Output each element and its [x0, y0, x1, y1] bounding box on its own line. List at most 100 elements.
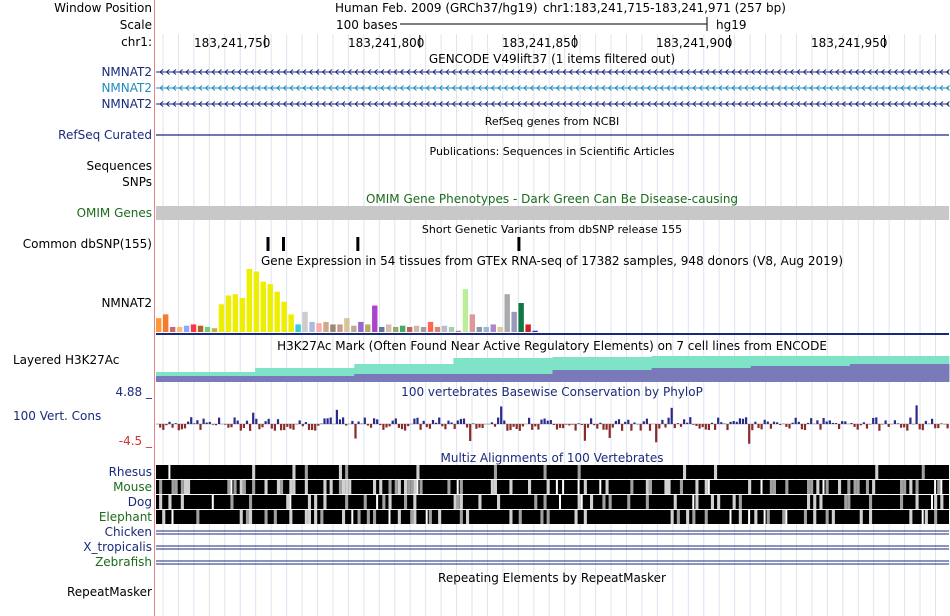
alignment-mismatch — [252, 480, 256, 494]
conservation-bar — [900, 424, 903, 428]
alignment-mismatch — [670, 510, 674, 524]
alignment-gap — [555, 480, 558, 494]
alignment-mismatch — [289, 510, 293, 524]
alignment-gap — [934, 480, 937, 494]
conservation-bar — [438, 417, 441, 424]
alignment-gap — [931, 495, 933, 509]
conservation-bar — [261, 424, 264, 428]
gtex-bar — [455, 330, 462, 332]
omim-track-label[interactable]: OMIM Genes — [76, 206, 152, 220]
conservation-bar — [534, 424, 537, 427]
alignment-mismatch — [825, 480, 829, 494]
gtex-bar — [176, 326, 183, 332]
alignment-mismatch — [447, 480, 451, 494]
gencode-gene-label[interactable]: NMNAT2 — [101, 65, 152, 79]
scale-db-label: hg19 — [716, 18, 747, 32]
gtex-bar — [497, 326, 503, 332]
conservation-bar — [645, 418, 648, 424]
alignment-mismatch — [602, 495, 606, 509]
conservation-bar — [695, 424, 698, 426]
alignment-mismatch — [264, 480, 268, 494]
conservation-bar — [931, 418, 934, 424]
dbsnp-track-label[interactable]: Common dbSNP(155) — [22, 237, 152, 251]
conservation-bar — [642, 421, 645, 424]
alignment-mismatch — [304, 480, 308, 494]
snp-mark — [517, 237, 521, 251]
h3k27ac-signal — [651, 368, 752, 382]
conservation-bar — [788, 424, 791, 429]
repeatmasker-track-label[interactable]: RepeatMasker — [66, 585, 152, 599]
conservation-bar — [630, 424, 633, 431]
conservation-bar — [214, 424, 218, 426]
species-label-x-tropicalis[interactable]: X_tropicalis — [83, 540, 152, 554]
conservation-bar — [776, 422, 779, 424]
omim-feature — [156, 206, 949, 220]
conservation-bar — [940, 423, 943, 424]
conservation-bar — [459, 418, 462, 424]
gtex-bar — [427, 321, 434, 332]
gtex-bar — [337, 324, 343, 332]
h3k27ac-signal — [255, 376, 355, 382]
conservation-bar — [515, 424, 518, 429]
gtex-bar — [295, 324, 301, 332]
h3k27ac-track-label[interactable]: Layered H3K27Ac — [13, 353, 120, 367]
alignment-mismatch — [239, 480, 243, 494]
conservation-bar — [803, 424, 807, 431]
alignment-mismatch — [227, 480, 231, 494]
alignment-mismatch — [528, 480, 532, 494]
conservation-bar — [807, 422, 810, 424]
species-label-dog[interactable]: Dog — [127, 495, 152, 509]
conservation-bar — [633, 422, 636, 424]
gtex-gene-label[interactable]: NMNAT2 — [101, 296, 152, 310]
gtex-bar — [156, 318, 162, 332]
alignment-mismatch — [717, 495, 721, 509]
position-title: chr1:183,241,715-183,241,971 (257 bp) — [543, 1, 786, 15]
species-label-elephant[interactable]: Elephant — [98, 510, 152, 524]
refseq-track-label[interactable]: RefSeq Curated — [58, 128, 152, 142]
alignment-mismatch — [577, 465, 581, 479]
alignment-mismatch — [162, 510, 166, 524]
alignment-mismatch — [289, 480, 293, 494]
snps-track-label[interactable]: SNPs — [122, 175, 152, 189]
gtex-bar — [392, 326, 399, 332]
alignment-mismatch — [903, 480, 907, 494]
alignment-gap — [580, 495, 583, 509]
conservation-bar — [946, 424, 949, 429]
sequences-track-label[interactable]: Sequences — [86, 159, 152, 173]
alignment-mismatch — [664, 480, 668, 494]
species-label-mouse[interactable]: Mouse — [113, 480, 152, 494]
alignment-mismatch — [373, 480, 377, 494]
conservation-bar — [627, 419, 630, 424]
alignment-mismatch — [934, 495, 938, 509]
conservation-bar — [537, 424, 540, 430]
ruler-tick-label: 183,241,800 — [348, 36, 425, 50]
alignment-mismatch — [171, 480, 175, 494]
conservation-track-label[interactable]: 100 Vert. Cons — [13, 409, 102, 423]
gtex-bar — [344, 318, 350, 332]
conservation-bar — [701, 424, 704, 428]
gtex-bar — [316, 323, 322, 332]
alignment-mismatch — [667, 480, 671, 494]
gtex-bar — [448, 326, 455, 332]
conservation-bar — [692, 424, 695, 425]
alignment-mismatch — [273, 510, 277, 524]
gtex-bar — [406, 326, 413, 332]
conservation-bar — [304, 422, 307, 424]
conservation-bar — [273, 424, 276, 431]
conservation-bar — [754, 421, 757, 424]
gtex-track-title: Gene Expression in 54 tissues from GTEx … — [260, 254, 844, 268]
alignment-mismatch — [493, 480, 497, 494]
alignment-mismatch — [404, 495, 408, 509]
gtex-bar — [413, 325, 420, 332]
alignment-mismatch — [645, 480, 649, 494]
gencode-gene-label[interactable]: NMNAT2 — [101, 81, 152, 95]
species-label-zebrafish[interactable]: Zebrafish — [95, 555, 152, 569]
species-label-chicken[interactable]: Chicken — [104, 525, 152, 539]
alignment-block — [156, 510, 949, 524]
alignment-mismatch — [397, 510, 401, 524]
conservation-bar — [543, 418, 546, 424]
species-label-rhesus[interactable]: Rhesus — [108, 465, 152, 479]
alignment-mismatch — [807, 495, 811, 509]
gencode-gene-label[interactable]: NMNAT2 — [101, 97, 152, 111]
